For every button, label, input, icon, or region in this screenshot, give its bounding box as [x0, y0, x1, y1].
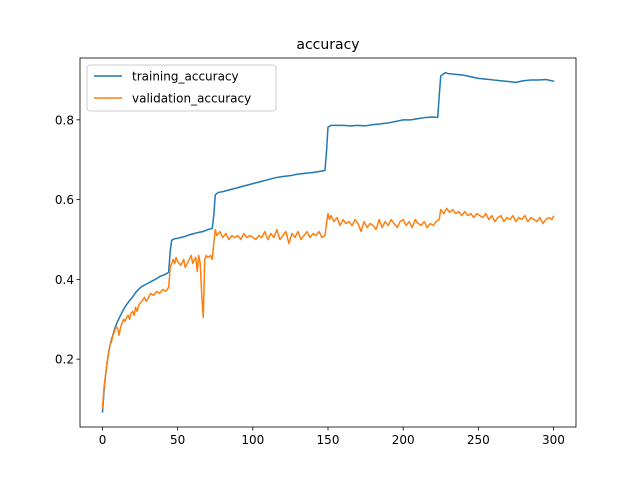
y-tick-label: 0.4	[55, 273, 74, 287]
x-tick-label: 250	[467, 433, 490, 447]
series-layer	[101, 72, 555, 413]
y-tick-label: 0.8	[55, 113, 74, 127]
y-tick-label: 0.6	[55, 193, 74, 207]
x-tick-label: 150	[317, 433, 340, 447]
legend-label-training-accuracy: training_accuracy	[132, 70, 239, 84]
x-tick-label: 200	[392, 433, 415, 447]
x-tick-label: 100	[241, 433, 264, 447]
chart-title: accuracy	[296, 37, 359, 53]
legend-label-validation-accuracy: validation_accuracy	[132, 92, 251, 106]
legend-box	[86, 64, 277, 112]
x-tick-label: 0	[99, 433, 107, 447]
y-tick-label: 0.2	[55, 353, 74, 367]
x-tick-label: 50	[170, 433, 185, 447]
legend: training_accuracy validation_accuracy	[86, 64, 277, 112]
series-line-training-accuracy	[101, 72, 555, 413]
series-line-validation-accuracy	[101, 207, 555, 409]
axes-layer: 0 50 100 150 200 250 300 0.2 0.4 0.6 0.8	[55, 57, 577, 447]
x-tick-label: 300	[542, 433, 565, 447]
